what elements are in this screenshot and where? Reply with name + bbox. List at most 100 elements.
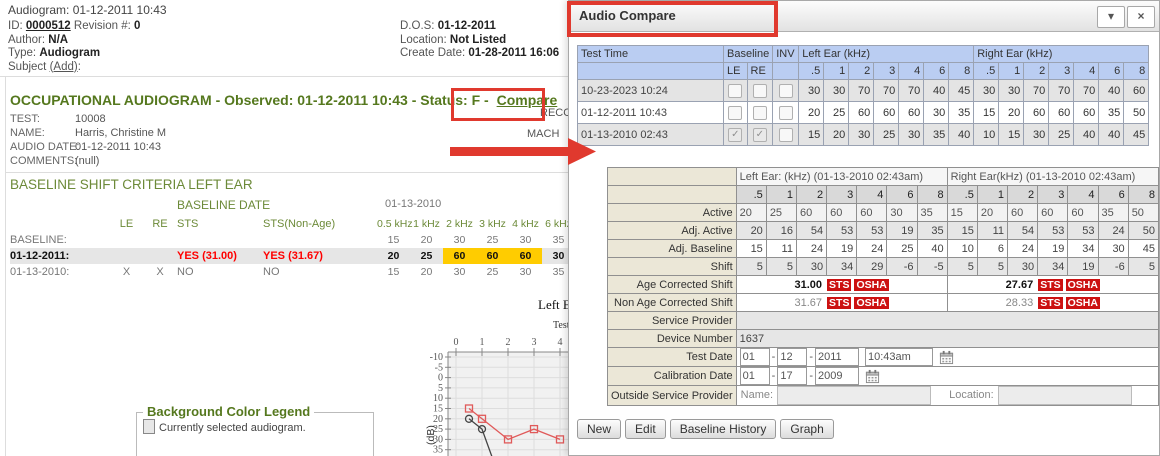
compare-row[interactable]: 10-23-2023 10:24 30 30 70 70 70 40 45 30 30 70 70 70… bbox=[577, 79, 1150, 102]
value-cell[interactable]: 30 bbox=[886, 203, 918, 222]
close-button[interactable]: × bbox=[1127, 6, 1155, 28]
service-provider-value bbox=[735, 311, 1160, 330]
inv-header: INV bbox=[772, 45, 800, 63]
edit-button[interactable]: Edit bbox=[625, 419, 666, 439]
value-cell[interactable]: 60 bbox=[826, 203, 858, 222]
baseline-header: Baseline bbox=[722, 45, 774, 63]
freq-header: 6 bbox=[1098, 62, 1125, 80]
threshold-value: 35 bbox=[552, 266, 565, 278]
value-cell[interactable]: 35 bbox=[916, 203, 948, 222]
id-link[interactable]: 0000512 bbox=[25, 20, 71, 32]
sts-value: YES (31.00) bbox=[177, 250, 237, 262]
cal-month-input[interactable] bbox=[739, 367, 770, 385]
panel-actions: New Edit Baseline History Graph bbox=[577, 419, 838, 439]
re-header: RE bbox=[746, 62, 774, 80]
value-cell: 29 bbox=[856, 257, 888, 276]
subject-add-link[interactable]: (Add) bbox=[49, 60, 78, 73]
checkbox-cell: ✓ bbox=[746, 123, 774, 146]
value-cell[interactable]: 15 bbox=[946, 203, 978, 222]
value-cell: 30 bbox=[1097, 239, 1129, 258]
location-line: Location: Not Listed bbox=[400, 34, 559, 48]
collapse-button[interactable]: ▾ bbox=[1097, 6, 1125, 28]
subject-label: Subject bbox=[8, 60, 47, 73]
value-cell: 45 bbox=[1127, 239, 1160, 258]
compare-row[interactable]: 01-12-2011 10:43 20 25 60 60 60 30 35 15 20 60 60 60… bbox=[577, 101, 1150, 124]
value-cell[interactable]: 60 bbox=[856, 203, 888, 222]
re-checkbox[interactable] bbox=[752, 83, 767, 98]
threshold-cell: 35 bbox=[923, 123, 950, 146]
compare-row[interactable]: 01-13-2010 02:43 ✓ ✓ 15 20 30 25 30 35 40 10 15 30 25… bbox=[577, 123, 1150, 146]
value-cell[interactable]: 20 bbox=[976, 203, 1009, 222]
test-year-input[interactable] bbox=[815, 348, 860, 366]
sts-badge: STS bbox=[827, 278, 852, 291]
freq-header: 4 bbox=[1067, 185, 1099, 204]
freq-header: 8 bbox=[1123, 62, 1150, 80]
threshold-value: 35 bbox=[552, 234, 565, 246]
threshold-cell: 70 bbox=[873, 79, 900, 102]
value-cell: -6 bbox=[1097, 257, 1129, 276]
threshold-cell: 25 bbox=[1048, 123, 1075, 146]
right-shift-cell: 28.33 STS OSHA bbox=[946, 293, 1160, 312]
threshold-cell: 30 bbox=[923, 101, 950, 124]
value-cell[interactable]: 20 bbox=[735, 203, 767, 222]
graph-button[interactable]: Graph bbox=[780, 419, 834, 439]
le-checkbox[interactable] bbox=[728, 105, 743, 120]
threshold-cell: 35 bbox=[948, 101, 975, 124]
location-input[interactable] bbox=[997, 386, 1132, 405]
osha-badge: OSHA bbox=[854, 278, 889, 291]
detail-table: Left Ear: (kHz) (01-13-2010 02:43am) Righ… bbox=[607, 167, 1160, 406]
row-label: Adj. Active bbox=[607, 221, 737, 240]
id-label: ID: bbox=[8, 20, 23, 32]
svg-text:15: 15 bbox=[433, 404, 443, 415]
panel-titlebar[interactable]: Audio Compare ▾ × bbox=[569, 1, 1159, 32]
value-cell: 5 bbox=[946, 257, 978, 276]
value-cell: 19 bbox=[886, 221, 918, 240]
baseline-history-button[interactable]: Baseline History bbox=[669, 419, 777, 439]
svg-text:4: 4 bbox=[558, 337, 563, 348]
threshold-cell: 40 bbox=[1098, 79, 1125, 102]
value-cell: 24 bbox=[795, 239, 828, 258]
threshold-cell: 40 bbox=[948, 123, 975, 146]
threshold-cell: 40 bbox=[1098, 123, 1125, 146]
svg-text:Test: Test bbox=[553, 320, 570, 331]
threshold-cell: 60 bbox=[1048, 101, 1075, 124]
freq-header: 8 bbox=[916, 185, 948, 204]
left-ear-header: Left Ear (kHz) bbox=[798, 45, 975, 63]
re-checkbox[interactable]: ✓ bbox=[752, 127, 767, 142]
value-cell[interactable]: 60 bbox=[1067, 203, 1099, 222]
cal-year-input[interactable] bbox=[815, 367, 860, 385]
threshold-cell: 20 bbox=[798, 101, 825, 124]
record-meta: ID: 0000512 Revision #: 0 Author: N/A Ty… bbox=[8, 20, 140, 74]
re-checkbox[interactable] bbox=[752, 105, 767, 120]
value-cell[interactable]: 25 bbox=[765, 203, 797, 222]
test-time-cell: 01-13-2010 02:43 bbox=[577, 123, 724, 146]
le-checkbox[interactable] bbox=[728, 83, 743, 98]
row-label: Outside Service Provider bbox=[607, 385, 737, 406]
le-checkbox[interactable]: ✓ bbox=[728, 127, 743, 142]
value-cell: 16 bbox=[765, 221, 797, 240]
inv-checkbox[interactable] bbox=[778, 105, 793, 120]
freq-header: 3 bbox=[826, 185, 858, 204]
calendar-icon[interactable] bbox=[865, 369, 880, 384]
test-month-input[interactable] bbox=[739, 348, 770, 366]
cal-day-input[interactable] bbox=[777, 367, 808, 385]
value-cell[interactable]: 60 bbox=[795, 203, 828, 222]
calendar-icon[interactable] bbox=[939, 350, 954, 365]
value-cell[interactable]: 60 bbox=[1006, 203, 1039, 222]
test-time-input[interactable] bbox=[865, 348, 934, 366]
freq-header: 2 bbox=[1023, 62, 1050, 80]
threshold-value: 30 bbox=[519, 266, 532, 278]
svg-text:0: 0 bbox=[438, 373, 443, 384]
value-cell[interactable]: 60 bbox=[1037, 203, 1069, 222]
inv-checkbox[interactable] bbox=[778, 127, 793, 142]
type-line: Type: Audiogram bbox=[8, 47, 140, 61]
compare-link[interactable]: Compare bbox=[496, 92, 558, 108]
name-input[interactable] bbox=[777, 386, 932, 405]
test-day-input[interactable] bbox=[777, 348, 808, 366]
le-flag bbox=[110, 232, 143, 248]
value-cell[interactable]: 35 bbox=[1097, 203, 1129, 222]
new-button[interactable]: New bbox=[577, 419, 622, 439]
value-cell[interactable]: 50 bbox=[1127, 203, 1160, 222]
inv-checkbox[interactable] bbox=[778, 83, 793, 98]
osha-badge: OSHA bbox=[854, 296, 889, 309]
